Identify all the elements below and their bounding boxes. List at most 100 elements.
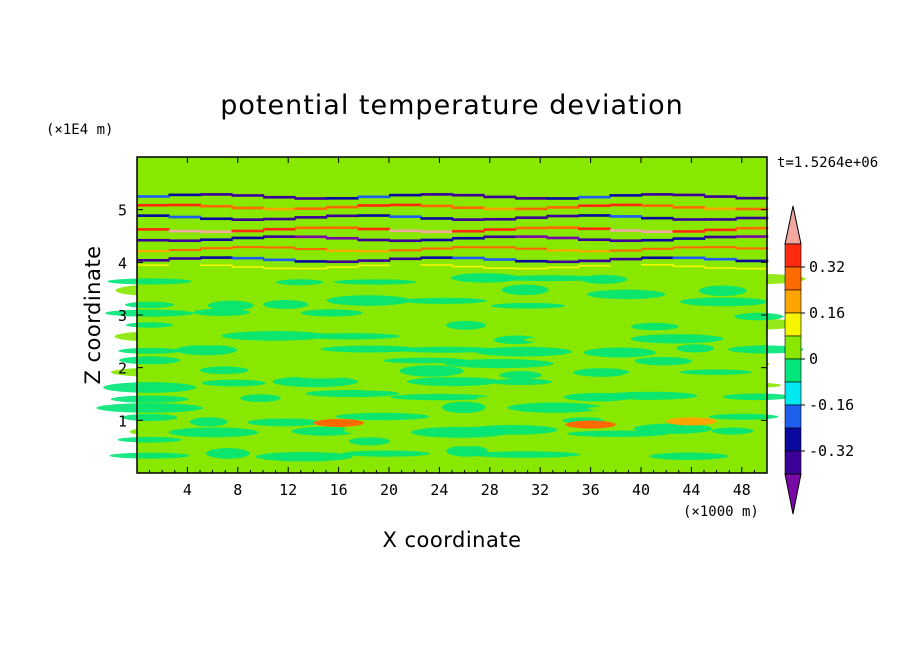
- contour-band-segment: [231, 194, 265, 197]
- colorbar-swatch: [784, 381, 802, 406]
- contour-band-segment: [546, 206, 580, 209]
- contour-patch: [390, 393, 491, 401]
- contour-patch: [320, 345, 418, 353]
- contour-band-segment: [357, 264, 391, 267]
- contour-band-segment: [294, 248, 328, 251]
- contour-patch: [704, 318, 802, 330]
- y-axis-label: Z coordinate: [81, 245, 105, 384]
- contour-band-segment: [137, 238, 170, 242]
- contour-band-segment: [294, 197, 328, 200]
- contour-patch: [109, 452, 190, 459]
- contour-band-segment: [200, 193, 233, 196]
- contour-band-segment: [200, 247, 233, 250]
- contour-band-segment: [735, 259, 769, 263]
- contour-patch: [333, 279, 417, 285]
- contour-band-segment: [326, 260, 359, 264]
- contour-band-segment: [263, 235, 296, 238]
- contour-band-segment: [326, 249, 359, 252]
- contour-band-segment: [231, 266, 265, 268]
- contour-band-segment: [200, 217, 233, 221]
- contour-band-segment: [389, 193, 422, 197]
- contour-band-segment: [641, 204, 674, 207]
- contour-band-segment: [546, 214, 580, 218]
- contour-patch: [502, 439, 575, 448]
- x-tick-label: 8: [233, 481, 242, 499]
- contour-band-segment: [641, 247, 674, 250]
- contour-band-segment: [263, 246, 296, 249]
- contour-band-segment: [294, 235, 328, 239]
- contour-patch: [490, 302, 566, 309]
- contour-patch: [344, 424, 417, 436]
- contour-band-segment: [641, 238, 674, 242]
- contour-band-segment: [735, 207, 769, 211]
- contour-patch: [247, 441, 335, 448]
- contour-patch: [583, 347, 656, 358]
- contour-band-segment: [420, 247, 454, 250]
- chart-title: potential temperature deviation: [220, 90, 683, 121]
- contour-band-segment: [609, 194, 643, 197]
- contour-band-segment: [672, 256, 706, 260]
- contour-patch: [263, 300, 309, 309]
- contour-patch: [340, 383, 439, 392]
- contour-patch: [614, 381, 725, 391]
- contour-patch: [300, 309, 363, 317]
- contour-patch: [178, 438, 252, 446]
- contour-patch: [399, 365, 464, 377]
- colorbar-swatch: [784, 266, 802, 291]
- contour-patch: [304, 325, 344, 332]
- contour-band-segment: [357, 195, 391, 199]
- colorbar-swatch: [784, 427, 802, 452]
- contour-band-segment: [168, 203, 202, 207]
- contour-patch: [450, 273, 520, 283]
- contour-patch: [444, 359, 554, 369]
- contour-band-segment: [704, 207, 737, 211]
- contour-band-segment: [420, 256, 454, 259]
- contour-band-segment: [641, 230, 674, 234]
- contour-patch: [96, 403, 203, 413]
- contour-band-segment: [704, 235, 737, 239]
- contour-patch: [493, 335, 539, 345]
- contour-band-segment: [578, 214, 611, 217]
- contour-band-segment: [483, 228, 517, 231]
- x-tick-label: 48: [733, 481, 751, 499]
- contour-band-segment: [326, 266, 359, 268]
- contour-band-segment: [578, 195, 611, 199]
- contour-patch: [586, 289, 666, 300]
- contour-band-segment: [578, 204, 611, 208]
- contour-band-segment: [578, 238, 611, 242]
- contour-patch: [592, 296, 645, 308]
- contour-band-segment: [168, 263, 202, 266]
- contour-band-segment: [704, 218, 737, 221]
- contour-patch: [728, 345, 804, 354]
- contour-band-segment: [137, 203, 170, 207]
- contour-plot: [96, 156, 806, 474]
- contour-band-segment: [389, 239, 422, 243]
- contour-band-segment: [609, 229, 643, 232]
- contour-band-segment: [515, 207, 548, 211]
- contour-band-segment: [483, 235, 517, 239]
- contour-patch: [441, 401, 486, 414]
- contour-patch: [335, 412, 430, 421]
- contour-band-segment: [578, 264, 611, 267]
- contour-patch: [125, 301, 175, 308]
- colorbar-min-triangle: [784, 473, 802, 515]
- contour-band-segment: [357, 227, 391, 231]
- contour-band-segment: [389, 229, 422, 233]
- contour-patch: [226, 402, 296, 411]
- contour-patch: [649, 452, 729, 460]
- contour-patch: [193, 308, 250, 316]
- contour-band-segment: [263, 267, 296, 270]
- contour-patch: [624, 312, 737, 319]
- x-tick-label: 32: [531, 481, 549, 499]
- contour-patch: [386, 323, 434, 331]
- contour-band-segment: [609, 257, 643, 261]
- contour-patch: [475, 346, 572, 357]
- contour-band-segment: [326, 205, 359, 209]
- x-tick-label: 40: [632, 481, 650, 499]
- contour-band-segment: [672, 230, 706, 233]
- contour-patch: [346, 371, 410, 378]
- contour-band-segment: [263, 207, 296, 211]
- y-tick-label: 2: [118, 360, 127, 378]
- contour-band-segment: [704, 246, 737, 249]
- contour-patch: [207, 300, 254, 311]
